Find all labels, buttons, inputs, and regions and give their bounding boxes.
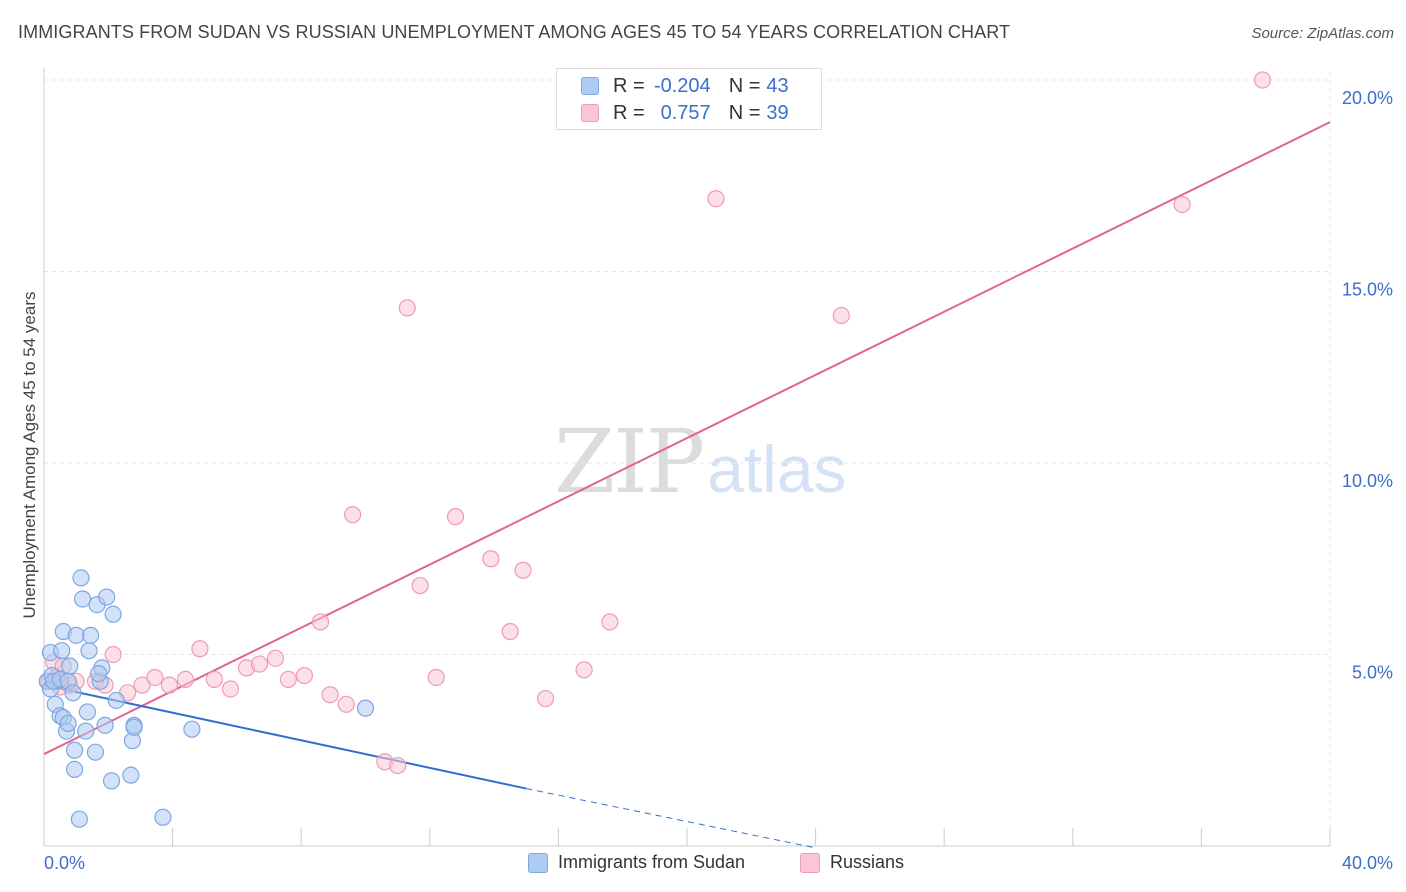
tick-label-layer: 5.0% 10.0% 15.0% 20.0% 0.0% 40.0% [44,88,1393,873]
legend-r-value-sudan: -0.204 [653,74,711,97]
point-sudan [82,626,100,644]
trend-layer [43,121,1331,849]
trend-line-sudan-extension [526,788,816,849]
point-russians [514,561,532,579]
point-sudan [104,605,122,623]
point-sudan [61,657,79,675]
legend-n-key: N = [728,74,761,97]
point-sudan [70,810,88,828]
point-russians [133,676,151,694]
point-russians [1173,195,1191,214]
legend-swatch-sudan [581,77,599,95]
points-layer [38,71,1272,828]
point-sudan [154,808,172,826]
chart-title: IMMIGRANTS FROM SUDAN VS RUSSIAN UNEMPLO… [18,22,1011,42]
point-russians [205,670,223,688]
point-russians [482,550,500,568]
point-sudan [72,569,90,587]
point-russians [707,190,725,208]
point-sudan [125,718,143,736]
point-sudan [78,703,97,721]
point-russians [104,645,122,664]
legend-n-value-russians: 39 [766,101,789,124]
legend-label-russians: Russians [830,852,905,872]
point-russians [221,680,240,698]
point-russians [176,670,195,688]
point-russians [337,695,355,713]
legend-row-sudan: R = -0.204 N = 43 [581,74,789,98]
point-russians [1253,71,1272,89]
point-sudan [96,716,114,734]
point-russians [398,299,416,317]
point-russians [146,668,164,687]
point-sudan [80,642,98,660]
point-sudan [107,691,125,710]
point-russians [321,686,339,704]
point-sudan [90,665,108,683]
point-russians [389,756,407,775]
y-tick-label: 10.0% [1342,471,1393,491]
legend-swatch-russians [581,104,599,122]
point-russians [411,576,429,595]
point-russians [344,506,362,524]
y-tick-label: 5.0% [1352,663,1393,683]
y-tick-label: 20.0% [1342,88,1393,108]
y-tick-label: 15.0% [1342,280,1393,300]
x-tick-label: 0.0% [44,853,85,873]
legend-swatch-sudan [528,852,548,873]
point-sudan [73,590,92,608]
point-sudan [65,760,84,779]
legend-swatch-russians [800,852,820,873]
point-sudan [183,720,201,738]
legend-r-key: R = [613,101,645,124]
source-credit: Source: ZipAtlas.com [1251,25,1394,42]
point-sudan [53,642,71,660]
point-sudan [356,699,375,717]
point-sudan [65,741,84,759]
point-russians [279,670,297,688]
legend-label-sudan: Immigrants from Sudan [558,852,746,872]
point-russians [446,508,465,526]
point-sudan [59,714,77,733]
point-russians [832,306,850,325]
legend-n-key: N = [728,101,761,124]
axis-layer [43,68,1331,847]
legend-item-russians[interactable]: Russians [800,852,904,873]
point-sudan [64,684,82,702]
legend-r-value-russians: 0.757 [660,101,711,124]
point-russians [266,649,285,667]
point-sudan [102,772,121,790]
point-russians [536,689,555,708]
trend-line-russians [43,121,1331,755]
point-russians [501,622,519,641]
x-tick-label: 40.0% [1342,853,1393,873]
grid-layer [44,72,1331,846]
legend-item-sudan[interactable]: Immigrants from Sudan [528,852,745,873]
point-russians [295,666,314,685]
legend-r-key: R = [613,74,645,97]
point-russians [160,676,178,694]
point-russians [427,668,445,687]
point-russians [311,613,330,631]
point-sudan [77,722,95,740]
point-sudan [67,626,85,644]
point-russians [601,613,619,631]
legend-row-russians: R = 0.757 N = 39 [581,101,789,125]
point-sudan [98,588,116,606]
point-russians [250,655,269,673]
legend-n-value-sudan: 43 [766,74,789,97]
stats-legend: R = -0.204 N = 43 R = 0.757 N = 39 [556,68,822,130]
point-sudan [86,743,105,761]
point-russians [575,661,593,679]
series-legend: Immigrants from Sudan Russians [0,852,1406,878]
point-sudan [122,766,140,784]
point-russians [191,640,209,658]
